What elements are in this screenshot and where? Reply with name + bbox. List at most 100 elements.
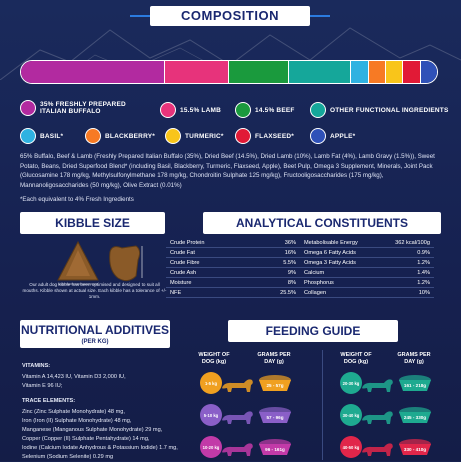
composition-segment	[228, 61, 289, 83]
analytical-cell: NFE 25.5%	[166, 288, 300, 297]
analytical-value: 5.5%	[283, 260, 296, 266]
weight-column-header: WEIGHT OF DOG (kg)	[198, 352, 230, 365]
legend-swatch	[310, 102, 326, 118]
legend-swatch	[165, 128, 181, 144]
composition-segment	[367, 61, 386, 83]
weight-bubble: 40-50 kg	[340, 436, 362, 458]
dog-icon	[362, 411, 393, 424]
legend-item: FLAXSEED*	[235, 128, 294, 144]
analytical-cell: Crude Ash 9%	[166, 268, 300, 277]
bowl-icon	[259, 439, 291, 455]
analytical-cell: Calcium 1.4%	[300, 268, 434, 277]
analytical-value: 16%	[284, 250, 296, 256]
trace-line: Selenium (Sodium Selenite) 0.29 mg	[22, 454, 114, 460]
legend-label: 15.5% LAMB	[180, 106, 222, 114]
trace-line: Iodine (Calcium Iodate Anhydrous & Potas…	[22, 445, 178, 451]
nutritional-title-text: NUTRITIONAL ADDITIVES	[20, 323, 169, 337]
weight-bubble: 5-10 kg	[200, 404, 222, 426]
trace-line: Zinc (Zinc Sulphate Monohydrate) 48 mg,	[22, 409, 125, 415]
analytical-cell: Crude Protein 36%	[166, 238, 300, 247]
analytical-cell: Omega 3 Fatty Acids 1.2%	[300, 258, 434, 267]
analytical-cell: Omega 6 Fatty Acids 0.9%	[300, 248, 434, 257]
analytical-cell: Metabolisable Energy 362 kcal/100g	[300, 238, 434, 247]
weight-bubble: 10-20 kg	[200, 436, 222, 458]
analytical-value: 36%	[284, 240, 296, 246]
bowl-icon	[399, 439, 431, 455]
composition-segment	[288, 61, 351, 83]
analytical-cell: Collagen 10%	[300, 288, 434, 297]
feeding-guide-title: FEEDING GUIDE	[228, 320, 398, 342]
bowl-icon	[399, 375, 431, 391]
legend-label: 35% FRESHLY PREPARED ITALIAN BUFFALO	[40, 101, 126, 115]
legend-item: BASIL*	[20, 128, 63, 144]
dog-icon	[362, 443, 393, 456]
analytical-row: Crude Fat 16% Omega 6 Fatty Acids 0.9%	[166, 248, 434, 258]
analytical-value: 10%	[418, 290, 430, 296]
vitamins-line: Vitamin A 14,423 IU, Vitamin D3 2,000 IU…	[22, 374, 126, 380]
grams-column-header: GRAMS PER DAY (g)	[397, 352, 431, 365]
grams-label: 330 - 410g	[403, 447, 427, 452]
vitamins-heading: VITAMINS:	[22, 363, 51, 369]
analytical-key: Phosphorus	[304, 280, 334, 286]
bowl-icon	[259, 375, 291, 391]
analytical-cell: Crude Fibre 5.5%	[166, 258, 300, 267]
analytical-title: ANALYTICAL CONSTITUENTS	[203, 212, 441, 234]
legend-swatch	[160, 102, 176, 118]
analytical-cell: Phosphorus 1.2%	[300, 278, 434, 287]
kibble-note: Our adult dog kibble has been optimised …	[22, 282, 167, 299]
dog-icon	[222, 411, 253, 424]
ingredients-text: 65% Buffalo, Beef & Lamb (Freshly Prepar…	[20, 153, 435, 189]
analytical-key: Moisture	[170, 280, 192, 286]
legend-swatch	[20, 100, 36, 116]
composition-segment	[21, 61, 164, 83]
legend-item: TURMERIC*	[165, 128, 224, 144]
nutritional-title: NUTRITIONAL ADDITIVES (PER KG)	[20, 320, 170, 348]
weight-bubble: 20-30 kg	[340, 372, 362, 394]
grams-column-header: GRAMS PER DAY (g)	[257, 352, 291, 365]
weight-column-header: WEIGHT OF DOG (kg)	[340, 352, 372, 365]
feeding-divider	[322, 350, 323, 460]
dog-icon	[222, 443, 253, 456]
analytical-value: 0.9%	[417, 250, 430, 256]
legend-item: OTHER FUNCTIONAL INGREDIENTS	[310, 102, 449, 118]
analytical-key: Crude Ash	[170, 270, 197, 276]
analytical-row: Crude Protein 36% Metabolisable Energy 362 …	[166, 238, 434, 248]
legend-item: 14.5% BEEF	[235, 102, 295, 118]
analytical-key: NFE	[170, 290, 182, 296]
composition-segment	[350, 61, 368, 83]
trace-line: Copper (Copper (II) Sulphate Pentahydrat…	[22, 436, 150, 442]
kibble-size-title: KIBBLE SIZE	[20, 212, 165, 234]
legend-swatch	[85, 128, 101, 144]
analytical-value: 1.4%	[417, 270, 430, 276]
analytical-key: Crude Fibre	[170, 260, 200, 266]
weight-bubble: 30-40 kg	[340, 404, 362, 426]
legend-swatch	[310, 128, 326, 144]
analytical-key: Omega 6 Fatty Acids	[304, 250, 356, 256]
grams-label: 245 - 330g	[403, 415, 427, 420]
analytical-value: 1.2%	[417, 260, 430, 266]
legend-label: 14.5% BEEF	[255, 106, 295, 114]
legend-label: BLACKBERRY*	[105, 132, 155, 140]
legend-label: OTHER FUNCTIONAL INGREDIENTS	[330, 106, 449, 114]
nutritional-subtitle: (PER KG)	[81, 339, 109, 345]
composition-title: COMPOSITION	[150, 6, 310, 26]
bowl-icon	[399, 407, 431, 423]
trace-line: Manganese (Manganous Sulphate Monohydrat…	[22, 427, 163, 433]
analytical-row: NFE 25.5% Collagen 10%	[166, 288, 434, 298]
legend-label: TURMERIC*	[185, 132, 224, 140]
vitamins-line: Vitamin E 96 IU;	[22, 383, 63, 389]
analytical-cell: Moisture 8%	[166, 278, 300, 287]
analytical-value: 362 kcal/100g	[395, 240, 430, 246]
legend-swatch	[20, 128, 36, 144]
composition-segment	[419, 61, 437, 83]
analytical-row: Crude Ash 9% Calcium 1.4%	[166, 268, 434, 278]
analytical-key: Collagen	[304, 290, 327, 296]
trace-line: Iron (Iron (II) Sulphate Monohydrate) 48…	[22, 418, 132, 424]
legend-label: FLAXSEED*	[255, 132, 295, 140]
analytical-key: Metabolisable Energy	[304, 240, 358, 246]
analytical-cell: Crude Fat 16%	[166, 248, 300, 257]
legend-item: 35% FRESHLY PREPARED ITALIAN BUFFALO	[20, 100, 130, 116]
grams-label: 96 - 161g	[265, 447, 285, 452]
analytical-row: Moisture 8% Phosphorus 1.2%	[166, 278, 434, 288]
dog-icon	[362, 379, 393, 392]
